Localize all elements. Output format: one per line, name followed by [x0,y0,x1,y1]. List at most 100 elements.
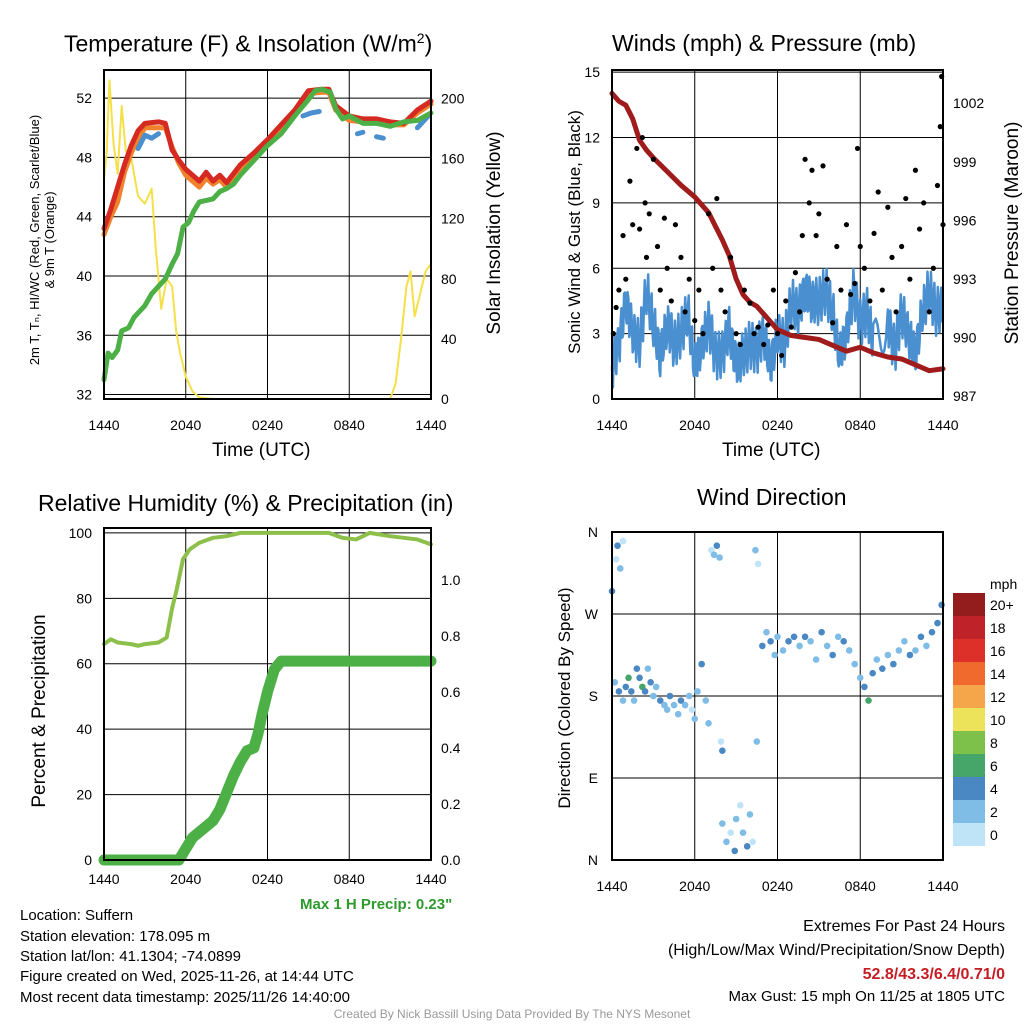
direction-point [656,697,664,704]
y2-tick-label: 1.0 [441,572,461,588]
gust-point [770,287,776,293]
rh-title: Relative Humidity (%) & Precipitation (i… [38,490,454,516]
gust-point [838,287,844,293]
gust-point [847,291,854,298]
temp-title: Temperature (F) & Insolation (W/m2) [64,30,433,57]
direction-point [779,647,787,654]
y-tick-label: 12 [584,130,600,146]
y-tick-label: 6 [592,260,600,276]
direction-point [753,738,761,745]
direction-point [763,628,770,636]
y2-tick-label: 987 [953,388,977,404]
title-end: ) [424,30,433,57]
direction-point [829,651,836,659]
direction-point [641,688,649,695]
gust-point [907,276,913,282]
extremes-title: Extremes For Past 24 Hours [803,918,1005,935]
y2-tick-label: 0 [441,391,449,407]
title-superscript: 2 [416,30,425,46]
direction-point [615,688,623,695]
colorbar-label: 14 [990,666,1006,682]
colorbar-swatch [953,708,985,731]
gust-point [718,287,724,293]
x-tick-label: 1440 [415,417,446,433]
extremes-values: 52.8/43.3/6.4/0.71/0 [862,966,1005,983]
y-tick-label: N [588,852,598,868]
direction-point [611,679,619,686]
gust-point [834,243,840,250]
temp-ylabel-line1: 2m T, Tₙ, HI/WC (Red, Green, Scarlet/Blu… [27,114,42,366]
gust-point [630,222,636,228]
x-tick-label: 1440 [88,871,119,887]
direction-point [790,633,798,641]
direction-point [767,638,774,645]
gust-point [889,254,895,260]
x-tick-label: 1440 [596,417,627,433]
x-tick-label: 0840 [845,878,876,894]
gust-point [879,287,885,293]
y-tick-label: 0 [84,852,92,868]
colorbar-label: 8 [990,735,998,751]
lat-lon: Station lat/lon: 41.1304; -74.0899 [20,948,242,965]
x-tick-label: 1440 [88,417,119,433]
x-tick-label: 2040 [170,871,201,887]
y-tick-label: 15 [584,64,600,80]
y-tick-label: 48 [76,149,92,165]
direction-point [691,715,699,723]
colorbar-swatch [953,731,985,754]
colorbar-label: 20+ [990,597,1014,613]
direction-point [818,628,825,636]
direction-point [840,638,847,645]
colorbar-label: 4 [990,781,998,797]
direction-point [644,665,652,672]
gust-point [824,276,830,282]
gust-point [788,324,794,330]
direction-point [873,656,881,663]
y2-tick-label: 0.6 [441,684,461,700]
direction-point [923,642,930,650]
direction-point [616,565,624,572]
direction-point [713,542,721,549]
recent-timestamp: Most recent data timestamp: 2025/11/26 1… [20,989,350,1006]
y2-tick-label: 999 [953,154,977,170]
gust-point [643,254,650,260]
y-tick-label: 9 [592,195,600,211]
y-tick-label: 100 [69,525,93,541]
plot-frame [611,69,944,400]
series-sonic-wind [610,267,944,389]
direction-point [625,674,632,682]
y-tick-label: 44 [76,209,92,225]
direction-point [622,683,630,691]
gust-point [903,195,909,202]
direction-point [652,683,660,691]
temp-ylabel: 2m T, Tₙ, HI/WC (Red, Green, Scarlet/Blu… [27,70,57,410]
y2-tick-label: 990 [953,329,977,345]
direction-point [865,697,872,704]
gust-point [654,243,661,250]
y-tick-label: 52 [76,90,92,106]
gust-point [774,331,781,337]
gust-point [650,156,656,162]
y2-tick-label: 200 [441,91,465,107]
gust-point [696,287,702,293]
y-tick-label: 20 [76,787,92,803]
y-tick-label: 40 [76,268,92,284]
plot-frame [103,69,432,400]
colorbar-swatch [953,754,985,777]
direction-point [901,638,908,645]
direction-point [861,683,868,691]
gust-point [613,304,619,311]
gust-point [657,287,663,293]
y2-tick-label: 120 [441,211,465,227]
direction-point [917,633,925,641]
series-wind-chill [374,134,386,141]
x-tick-label: 0240 [762,417,793,433]
gust-point [705,211,712,217]
gust-point [912,167,919,173]
x-tick-label: 1440 [415,871,446,887]
gust-point [741,287,748,293]
direction-point [614,542,621,549]
gust-point [830,320,836,326]
y2-tick-label: 0.2 [441,796,461,812]
direction-point [752,546,759,554]
